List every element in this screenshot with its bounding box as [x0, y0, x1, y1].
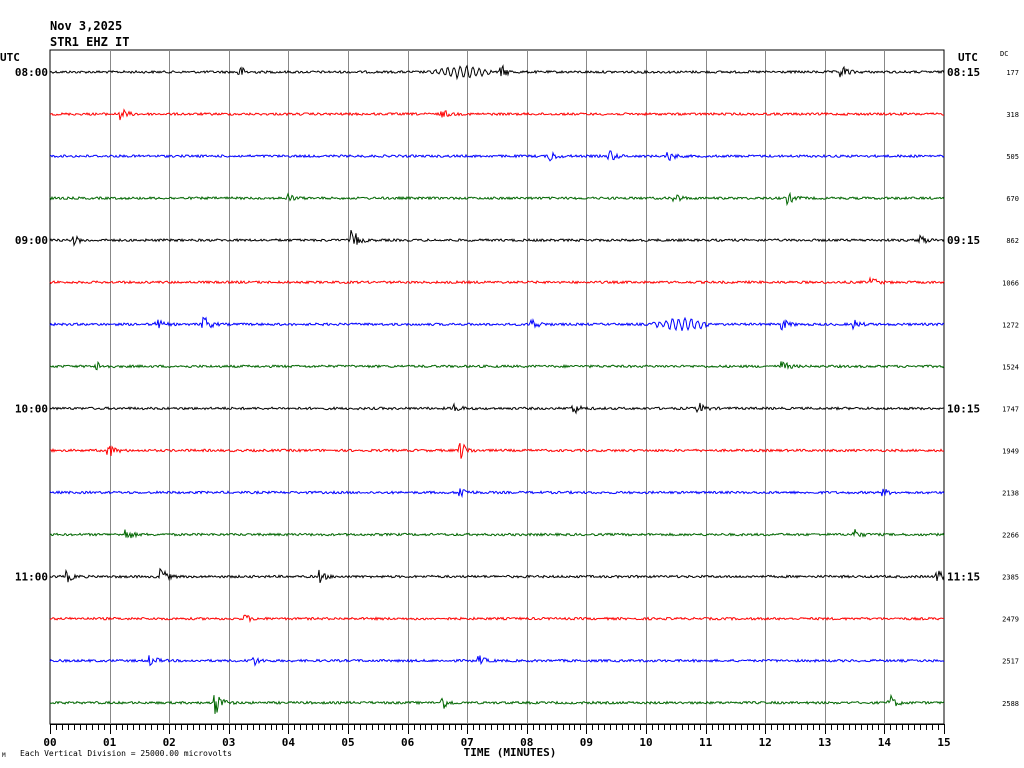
dc-column-label: DC [1000, 50, 1008, 58]
trace-dc-offset: 1949 [1002, 447, 1019, 455]
trace-end-time: 09:15 [947, 234, 980, 247]
x-tick-label: 15 [937, 736, 950, 749]
trace-dc-offset: 2588 [1002, 700, 1019, 708]
trace-dc-offset: 1066 [1002, 279, 1019, 287]
trace-start-time: 10:00 [15, 402, 48, 415]
trace-1 [49, 108, 944, 121]
trace-dc-offset: 2517 [1002, 658, 1019, 666]
station-channel-label: STR1 EHZ IT [50, 35, 130, 49]
row-label-group: 08:00 08:15 177 318 505 670 09:00 09:15 862 1066 1… [15, 66, 1019, 708]
trace-15 [49, 693, 945, 714]
x-tick-label: 04 [282, 736, 296, 749]
x-tick-label: 13 [818, 736, 831, 749]
chart-date: Nov 3,2025 [50, 19, 123, 33]
trace-dc-offset: 505 [1006, 153, 1019, 161]
x-tick-label: 00 [43, 736, 56, 749]
chart-grid [49, 49, 945, 725]
trace-14 [49, 655, 945, 667]
trace-3 [49, 191, 945, 207]
corner-mark: M [2, 752, 6, 759]
trace-13 [49, 614, 944, 623]
x-axis-title: TIME (MINUTES) [464, 746, 557, 759]
x-tick-label: 07 [461, 736, 474, 749]
left-utc-label: UTC [0, 51, 20, 64]
trace-dc-offset: 1272 [1002, 321, 1019, 329]
trace-dc-offset: 2138 [1002, 490, 1019, 498]
trace-5 [49, 276, 945, 285]
plot-frame [49, 49, 945, 725]
x-tick-label: 14 [878, 736, 892, 749]
trace-12 [49, 567, 945, 583]
trace-7 [49, 360, 945, 371]
x-axis: 00 01 02 03 04 05 06 07 08 09 10 11 12 13 14 15 [43, 724, 951, 749]
trace-start-time: 11:00 [15, 571, 48, 584]
trace-end-time: 11:15 [947, 571, 980, 584]
x-tick-label: 09 [580, 736, 593, 749]
x-tick-label: 08 [520, 736, 533, 749]
x-tick-label: 10 [639, 736, 652, 749]
x-tick-label: 12 [759, 736, 772, 749]
x-tick-label: 05 [341, 736, 354, 749]
trace-8 [49, 402, 945, 415]
trace-dc-offset: 670 [1006, 195, 1019, 203]
trace-dc-offset: 1747 [1002, 405, 1019, 413]
trace-group [49, 64, 945, 714]
trace-9 [50, 443, 945, 459]
x-tick-label: 01 [103, 736, 117, 749]
x-tick-label: 02 [163, 736, 176, 749]
trace-end-time: 08:15 [947, 66, 980, 79]
trace-0 [49, 64, 945, 81]
trace-dc-offset: 2266 [1002, 532, 1019, 540]
trace-10 [49, 488, 945, 499]
vertical-scale-note: Each Vertical Division = 25000.00 microv… [20, 749, 232, 758]
trace-start-time: 09:00 [15, 234, 48, 247]
trace-dc-offset: 177 [1006, 69, 1019, 77]
trace-dc-offset: 1524 [1002, 363, 1019, 371]
trace-4 [49, 229, 945, 247]
x-tick-label: 03 [222, 736, 235, 749]
trace-start-time: 08:00 [15, 66, 48, 79]
trace-dc-offset: 862 [1006, 237, 1019, 245]
trace-11 [49, 529, 945, 539]
x-tick-label: 11 [699, 736, 713, 749]
right-utc-label: UTC [958, 51, 978, 64]
x-tick-label: 06 [401, 736, 415, 749]
trace-dc-offset: 318 [1006, 111, 1019, 119]
trace-dc-offset: 2479 [1002, 616, 1019, 624]
trace-end-time: 10:15 [947, 402, 980, 415]
trace-dc-offset: 2385 [1002, 574, 1019, 582]
trace-2 [49, 150, 945, 162]
trace-6 [49, 316, 945, 332]
